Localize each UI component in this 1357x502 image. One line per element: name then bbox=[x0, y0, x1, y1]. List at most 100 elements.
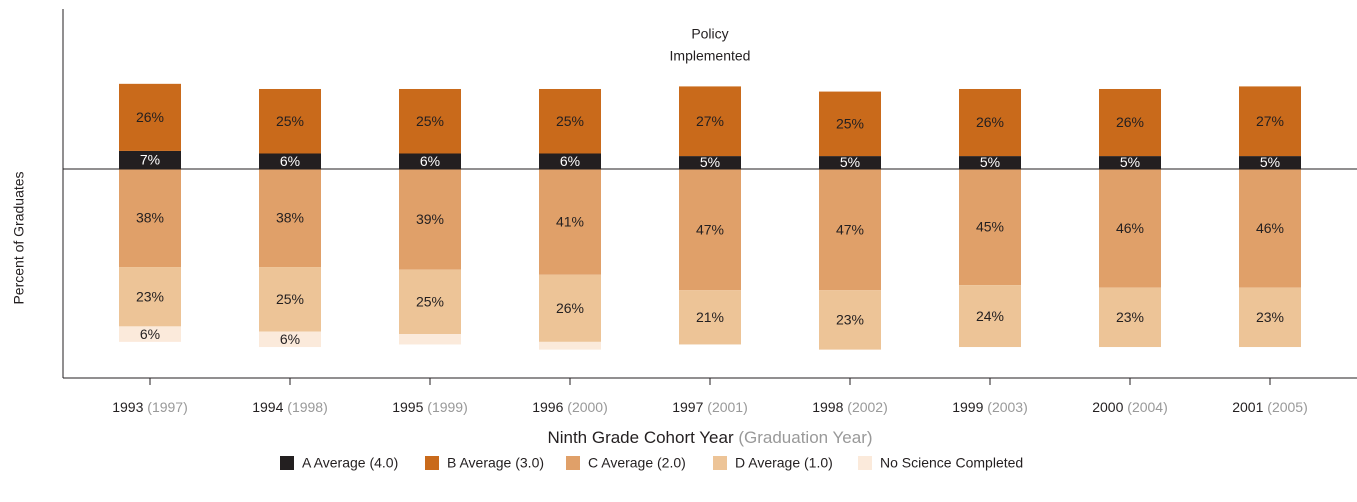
data-label: 39% bbox=[416, 211, 444, 227]
bar-segment bbox=[539, 274, 601, 342]
bar-segment bbox=[959, 88, 1021, 157]
x-tick-year: 1995 bbox=[392, 399, 423, 415]
data-label: 23% bbox=[1116, 309, 1144, 325]
x-tick-year: 1999 bbox=[952, 399, 983, 415]
data-label: 6% bbox=[420, 153, 440, 169]
x-tick-label: 1993 (1997) bbox=[112, 399, 188, 415]
x-tick-grad-year: (2000) bbox=[567, 399, 607, 415]
bar-segment bbox=[539, 153, 601, 169]
x-tick-year: 2000 bbox=[1092, 399, 1123, 415]
bar-segment bbox=[259, 267, 321, 332]
x-tick-year: 1998 bbox=[812, 399, 843, 415]
bar-segment bbox=[399, 88, 461, 154]
data-label: 38% bbox=[276, 210, 304, 226]
bar-segment bbox=[1099, 287, 1161, 348]
legend-swatch bbox=[566, 456, 580, 470]
data-label: 47% bbox=[836, 221, 864, 237]
x-tick-label: 1997 (2001) bbox=[672, 399, 748, 415]
bar-segment bbox=[959, 168, 1021, 286]
legend-swatch bbox=[858, 456, 872, 470]
data-label: 27% bbox=[696, 113, 724, 129]
bar-segment bbox=[1239, 156, 1301, 169]
bar-segment bbox=[1099, 168, 1161, 288]
x-tick-grad-year: (1997) bbox=[147, 399, 187, 415]
bar-segment bbox=[259, 88, 321, 154]
x-tick-grad-year: (2005) bbox=[1267, 399, 1307, 415]
x-tick-label: 1998 (2002) bbox=[812, 399, 888, 415]
data-label: 38% bbox=[136, 210, 164, 226]
x-tick-grad-year: (2003) bbox=[987, 399, 1027, 415]
data-label: 5% bbox=[840, 154, 860, 170]
bar-segment bbox=[259, 168, 321, 268]
bar-segment bbox=[819, 168, 881, 291]
bar-segment bbox=[539, 341, 601, 350]
bar-segment bbox=[399, 334, 461, 345]
bar-segment bbox=[119, 168, 181, 268]
bar-segment bbox=[1239, 86, 1301, 157]
annotation: Policy bbox=[691, 26, 728, 42]
bar-segment bbox=[119, 326, 181, 342]
x-tick-grad-year: (2001) bbox=[707, 399, 747, 415]
data-label: 24% bbox=[976, 308, 1004, 324]
bar-segment bbox=[1239, 287, 1301, 348]
data-label: 23% bbox=[1256, 309, 1284, 325]
x-tick-label: 1996 (2000) bbox=[532, 399, 608, 415]
legend-label: C Average (2.0) bbox=[588, 455, 686, 471]
bar-segment bbox=[959, 285, 1021, 348]
data-label: 25% bbox=[276, 291, 304, 307]
legend-label: D Average (1.0) bbox=[735, 455, 833, 471]
x-tick-year: 1996 bbox=[532, 399, 563, 415]
bar-segment bbox=[1239, 168, 1301, 288]
data-label: 7% bbox=[140, 152, 160, 168]
data-label: 25% bbox=[416, 294, 444, 310]
x-tick-label: 2001 (2005) bbox=[1232, 399, 1308, 415]
bar-segment bbox=[539, 168, 601, 275]
x-tick-grad-year: (1999) bbox=[427, 399, 467, 415]
data-label: 5% bbox=[1260, 154, 1280, 170]
data-label: 6% bbox=[280, 331, 300, 347]
bar-segment bbox=[399, 168, 461, 270]
annotation: Implemented bbox=[670, 48, 751, 64]
bar-segment bbox=[399, 269, 461, 335]
data-label: 25% bbox=[556, 113, 584, 129]
x-axis-title-note: (Graduation Year) bbox=[738, 428, 872, 447]
data-label: 6% bbox=[280, 153, 300, 169]
bar-segment bbox=[539, 88, 601, 154]
data-label: 5% bbox=[700, 154, 720, 170]
bar-segment bbox=[1099, 156, 1161, 169]
x-tick-label: 1999 (2003) bbox=[952, 399, 1028, 415]
x-tick-grad-year: (2004) bbox=[1127, 399, 1167, 415]
data-label: 6% bbox=[560, 153, 580, 169]
legend-label: B Average (3.0) bbox=[447, 455, 544, 471]
data-label: 21% bbox=[696, 309, 724, 325]
x-axis-title-main: Ninth Grade Cohort Year bbox=[547, 428, 734, 447]
bar-segment bbox=[679, 156, 741, 169]
bar-segment bbox=[679, 168, 741, 291]
bar-segment bbox=[119, 150, 181, 169]
data-label: 26% bbox=[1116, 114, 1144, 130]
bar-segment bbox=[1099, 88, 1161, 157]
x-tick-year: 1994 bbox=[252, 399, 283, 415]
data-label: 23% bbox=[136, 288, 164, 304]
bar-segment bbox=[119, 83, 181, 151]
bar-segment bbox=[819, 91, 881, 157]
legend-swatch bbox=[713, 456, 727, 470]
legend-label: A Average (4.0) bbox=[302, 455, 398, 471]
x-tick-grad-year: (1998) bbox=[287, 399, 327, 415]
bar-segment bbox=[399, 153, 461, 169]
data-label: 41% bbox=[556, 214, 584, 230]
data-label: 25% bbox=[276, 113, 304, 129]
data-label: 26% bbox=[556, 300, 584, 316]
bar-segment bbox=[679, 86, 741, 157]
data-label: 46% bbox=[1256, 220, 1284, 236]
bar-segment bbox=[819, 290, 881, 350]
bar-segment bbox=[819, 156, 881, 169]
data-label: 5% bbox=[1120, 154, 1140, 170]
legend-swatch bbox=[425, 456, 439, 470]
x-tick-label: 1995 (1999) bbox=[392, 399, 468, 415]
bar-segment bbox=[959, 156, 1021, 169]
data-label: 23% bbox=[836, 312, 864, 328]
data-label: 25% bbox=[836, 116, 864, 132]
legend-swatch bbox=[280, 456, 294, 470]
